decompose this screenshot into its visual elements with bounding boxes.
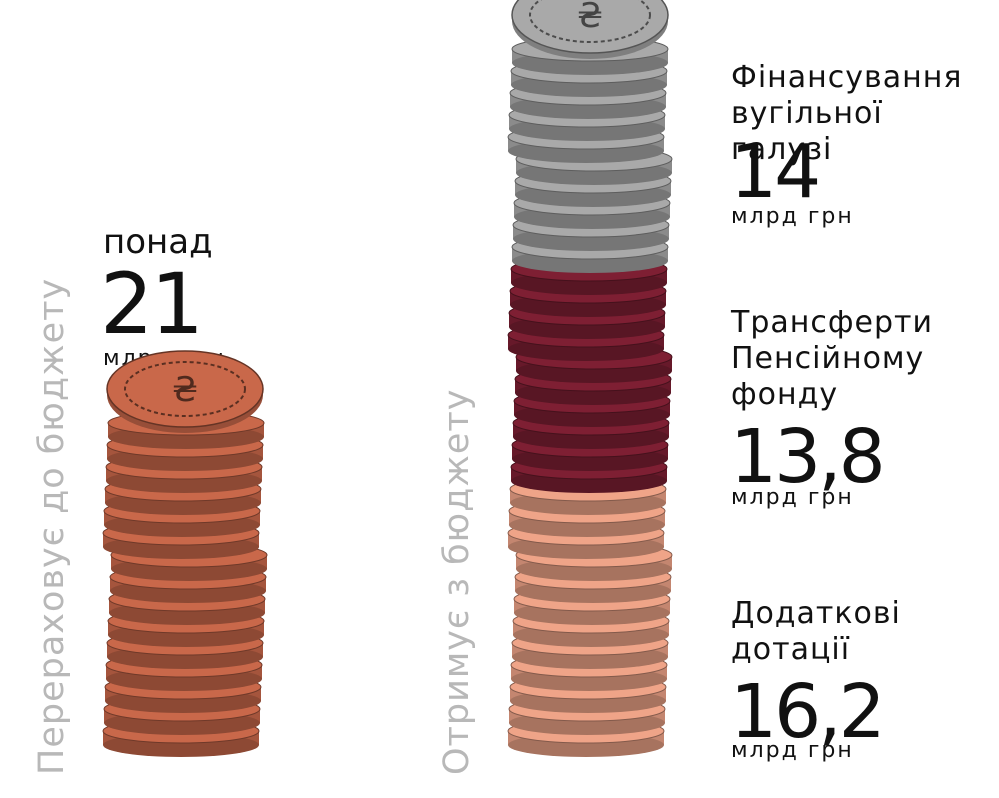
pension-value: 13,8 [730, 414, 886, 500]
right-coin-stack-top-face: ₴ [511, 0, 669, 59]
subsidies-value: 16,2 [730, 669, 886, 755]
hryvnia-sign-icon: ₴ [577, 0, 603, 36]
coal-title: Фінансування вугільної галузі [731, 60, 963, 167]
left-coin-stack: ₴ [102, 350, 268, 757]
left-coin-stack-top-face: ₴ [106, 350, 264, 433]
coal-value: 14 [730, 129, 821, 215]
pension-unit: млрд грн [731, 485, 854, 510]
coal-unit: млрд грн [731, 204, 854, 229]
left-value: 21 [100, 255, 204, 353]
left-stack-coin [104, 674, 262, 713]
subsidies-unit: млрд грн [731, 738, 854, 763]
subsidies-title: Додаткові дотації [731, 596, 901, 667]
right-coin-stack: ₴ [507, 0, 673, 757]
left-prefix: понад [103, 222, 213, 262]
pension-title: Трансферти Пенсійному фонду [731, 305, 933, 412]
subsidies-coin [514, 564, 672, 603]
hryvnia-sign-icon: ₴ [172, 370, 198, 410]
coal-coin [514, 168, 672, 207]
pension-coin [515, 344, 673, 383]
